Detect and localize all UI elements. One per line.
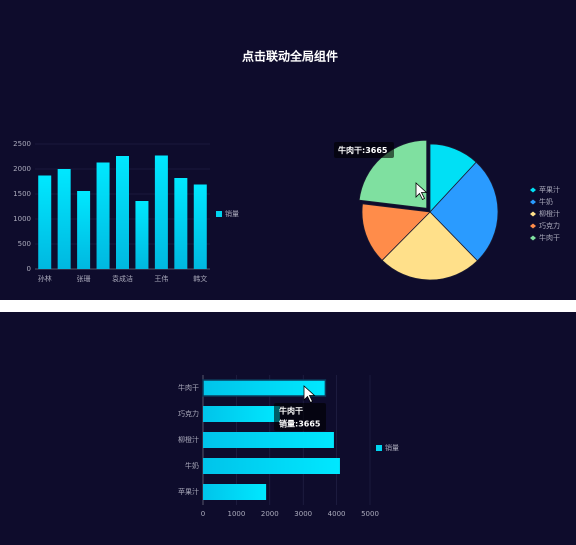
y-tick-label: 1000 (13, 215, 31, 223)
bar (77, 191, 91, 269)
legend-label: 销量 (385, 443, 399, 452)
page-title: 点击联动全局组件 (242, 49, 338, 64)
bar (38, 175, 52, 269)
pie-slice (381, 211, 478, 281)
legend-label: 柳橙汁 (539, 209, 560, 218)
bar (193, 184, 207, 269)
bar (57, 169, 71, 269)
bar (203, 458, 340, 474)
legend-label: 牛肉干 (539, 233, 560, 242)
legend-swatch (530, 223, 536, 229)
x-tick-label: 3000 (294, 510, 312, 518)
bar (203, 484, 267, 500)
pie-slice (429, 161, 499, 262)
y-tick-label: 2500 (13, 140, 31, 148)
bar (135, 201, 149, 269)
legend-swatch (530, 199, 536, 205)
tooltip-box (334, 142, 394, 158)
cursor (415, 182, 428, 201)
tooltip-text: 牛肉干:3665 (338, 145, 388, 155)
x-tick-label: 1000 (227, 510, 245, 518)
legend-swatch (530, 235, 536, 241)
bar (203, 406, 280, 422)
pie-slice (361, 203, 431, 261)
legend-label: 巧克力 (539, 221, 560, 230)
y-tick-label: 柳橙汁 (178, 435, 199, 444)
tooltip-title: 牛肉干 (279, 406, 303, 416)
legend-swatch (530, 187, 536, 193)
x-tick-label: 2000 (261, 510, 279, 518)
y-tick-label: 500 (18, 240, 31, 248)
legend-swatch (376, 445, 382, 451)
y-tick-label: 2000 (13, 165, 31, 173)
bar (174, 178, 188, 269)
bar (203, 432, 334, 448)
legend-label: 牛奶 (539, 197, 553, 206)
y-tick-label: 牛奶 (185, 461, 199, 470)
y-tick-label: 1500 (13, 190, 31, 198)
bar (202, 379, 327, 397)
x-tick-label: 张珊 (77, 274, 91, 283)
x-tick-label: 韩文 (193, 274, 207, 283)
x-tick-label: 4000 (328, 510, 346, 518)
x-tick-label: 5000 (361, 510, 379, 518)
legend-swatch (530, 211, 536, 217)
bar (96, 162, 110, 269)
cursor (303, 385, 316, 404)
y-tick-label: 巧克力 (178, 409, 199, 418)
y-tick-label: 苹果汁 (178, 487, 199, 496)
legend-label: 苹果汁 (539, 185, 560, 194)
tooltip-box (274, 403, 326, 431)
legend-label: 销量 (225, 209, 239, 218)
legend-swatch (216, 211, 222, 217)
y-tick-label: 牛肉干 (178, 383, 199, 392)
y-tick-label: 0 (27, 265, 31, 273)
bar (154, 155, 168, 269)
x-tick-label: 王伟 (154, 274, 168, 283)
tooltip-text: 销量:3665 (279, 419, 321, 429)
x-tick-label: 袁成洁 (112, 274, 133, 283)
bar (116, 156, 129, 269)
x-tick-label: 0 (201, 510, 205, 518)
x-tick-label: 孙林 (38, 274, 52, 283)
